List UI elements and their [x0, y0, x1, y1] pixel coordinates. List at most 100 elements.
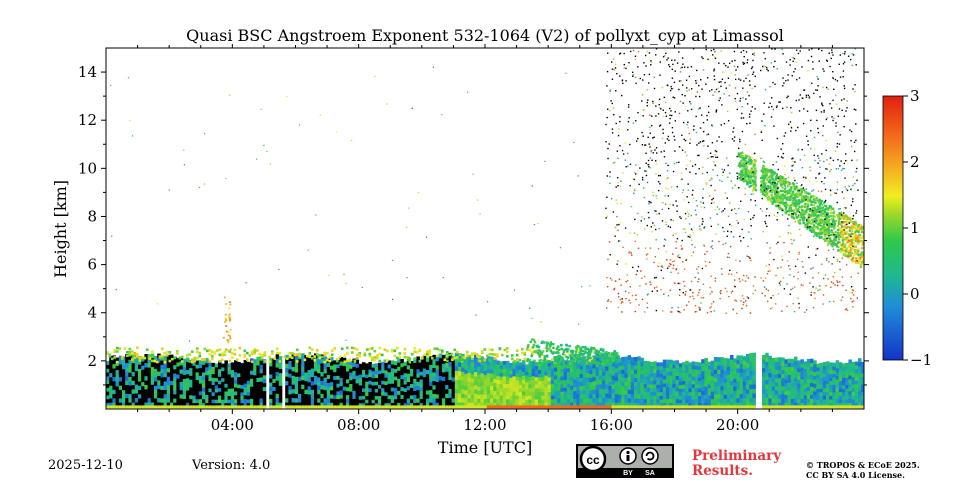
- boundary-layer-cell: [506, 383, 510, 388]
- boundary-layer-cell: [349, 376, 353, 381]
- boundary-layer-cell: [774, 402, 779, 407]
- boundary-layer-cell: [186, 394, 190, 399]
- boundary-layer-cell: [442, 380, 446, 386]
- ground-strip-cell: [637, 405, 641, 409]
- cirrus-cell: [779, 178, 782, 182]
- plume-cell: [553, 357, 557, 361]
- ground-strip-cell: [288, 405, 292, 409]
- boundary-layer-cell: [400, 359, 404, 364]
- boundary-layer-cell: [358, 374, 363, 379]
- boundary-layer-cell: [669, 383, 673, 388]
- plume-cell: [585, 362, 589, 365]
- boundary-layer-cell: [131, 354, 136, 359]
- boundary-layer-cell: [592, 381, 596, 386]
- boundary-layer-cell: [291, 375, 296, 381]
- boundary-layer-cell: [365, 367, 369, 371]
- boundary-layer-cell: [160, 385, 164, 391]
- cirrus-cell: [791, 202, 794, 205]
- plume-cell: [591, 361, 594, 365]
- ground-strip-cell: [634, 405, 638, 409]
- ground-strip-cell: [784, 405, 788, 409]
- boundary-layer-cell: [502, 376, 507, 381]
- boundary-layer-cell: [698, 380, 702, 385]
- cirrus-cell: [752, 162, 755, 165]
- boundary-layer-cell: [611, 393, 616, 398]
- boundary-top-cell: [418, 349, 422, 352]
- boundary-layer-cell: [662, 371, 667, 376]
- boundary-layer-cell: [768, 368, 772, 373]
- boundary-layer-cell: [432, 380, 436, 386]
- boundary-layer-cell: [339, 402, 344, 407]
- boundary-layer-cell: [115, 377, 120, 383]
- boundary-layer-cell: [406, 381, 411, 387]
- cirrus-cell: [861, 227, 864, 231]
- boundary-layer-cell: [454, 357, 459, 362]
- boundary-layer-cell: [762, 380, 766, 386]
- boundary-layer-cell: [387, 375, 392, 380]
- cirrus-cell: [862, 253, 864, 256]
- boundary-layer-cell: [368, 391, 372, 396]
- cirrus-cell: [764, 184, 767, 187]
- boundary-layer-cell: [534, 391, 539, 396]
- boundary-layer-cell: [547, 402, 552, 407]
- plume-cell: [587, 348, 591, 352]
- ground-strip-cell: [822, 405, 827, 409]
- plume-cell: [526, 359, 529, 362]
- boundary-layer-cell: [442, 372, 446, 377]
- cirrus-cell: [785, 196, 788, 199]
- boundary-layer-cell: [118, 381, 123, 386]
- plume-cell: [582, 359, 586, 363]
- boundary-top-cell: [436, 347, 439, 351]
- cirrus-cell: [764, 190, 767, 194]
- boundary-layer-cell: [771, 390, 776, 395]
- boundary-layer-cell: [621, 369, 625, 374]
- boundary-layer-cell: [598, 402, 603, 407]
- boundary-top-cell: [511, 357, 514, 361]
- boundary-layer-cell: [237, 399, 241, 404]
- boundary-layer-cell: [371, 363, 376, 368]
- boundary-layer-cell: [470, 370, 475, 375]
- boundary-layer-cell: [723, 374, 728, 379]
- boundary-layer-cell: [259, 402, 264, 407]
- boundary-layer-cell: [810, 394, 814, 399]
- cirrus-cell: [847, 246, 850, 249]
- boundary-layer-cell: [358, 377, 363, 382]
- boundary-layer-cell: [115, 382, 120, 387]
- ground-strip-cell: [330, 405, 334, 409]
- boundary-layer-cell: [778, 402, 782, 407]
- boundary-layer-cell: [534, 384, 539, 389]
- cirrus-cell: [750, 170, 753, 173]
- boundary-top-cell: [271, 352, 274, 355]
- boundary-layer-cell: [272, 382, 276, 387]
- boundary-layer-cell: [666, 375, 670, 380]
- boundary-layer-cell: [794, 394, 798, 399]
- boundary-layer-cell: [173, 369, 177, 374]
- boundary-layer-cell: [662, 387, 667, 392]
- boundary-layer-cell: [698, 402, 702, 407]
- boundary-layer-cell: [550, 376, 555, 381]
- boundary-layer-cell: [448, 393, 452, 398]
- boundary-layer-cell: [714, 398, 718, 403]
- cirrus-cell: [777, 191, 781, 194]
- boundary-layer-cell: [387, 379, 392, 384]
- boundary-top-cell: [113, 356, 117, 359]
- plume-cell: [590, 348, 593, 351]
- boundary-layer-cell: [480, 356, 484, 361]
- cirrus-cell: [854, 230, 857, 233]
- boundary-layer-cell: [234, 367, 238, 373]
- boundary-layer-cell: [451, 389, 456, 395]
- ground-strip-cell: [422, 405, 427, 409]
- boundary-layer-cell: [214, 377, 219, 382]
- boundary-top-cell: [446, 351, 449, 354]
- cirrus-cell: [761, 183, 764, 186]
- boundary-top-cell: [371, 358, 374, 362]
- cirrus-cell: [839, 217, 842, 220]
- boundary-layer-cell: [221, 388, 225, 393]
- boundary-layer-cell: [563, 371, 568, 377]
- boundary-layer-cell: [723, 386, 728, 391]
- boundary-top-cell: [253, 352, 257, 355]
- boundary-layer-cell: [845, 395, 849, 400]
- boundary-layer-cell: [858, 386, 862, 391]
- cirrus-cell: [828, 221, 831, 224]
- boundary-layer-cell: [598, 379, 603, 385]
